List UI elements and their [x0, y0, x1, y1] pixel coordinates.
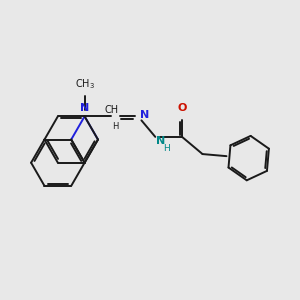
- Text: CH: CH: [104, 104, 118, 115]
- Text: CH$_3$: CH$_3$: [75, 78, 94, 92]
- Text: O: O: [177, 103, 187, 113]
- Text: H: H: [163, 144, 170, 153]
- Text: N: N: [80, 103, 89, 113]
- Text: N: N: [156, 136, 165, 146]
- Text: N: N: [140, 110, 149, 120]
- Text: H: H: [112, 122, 118, 131]
